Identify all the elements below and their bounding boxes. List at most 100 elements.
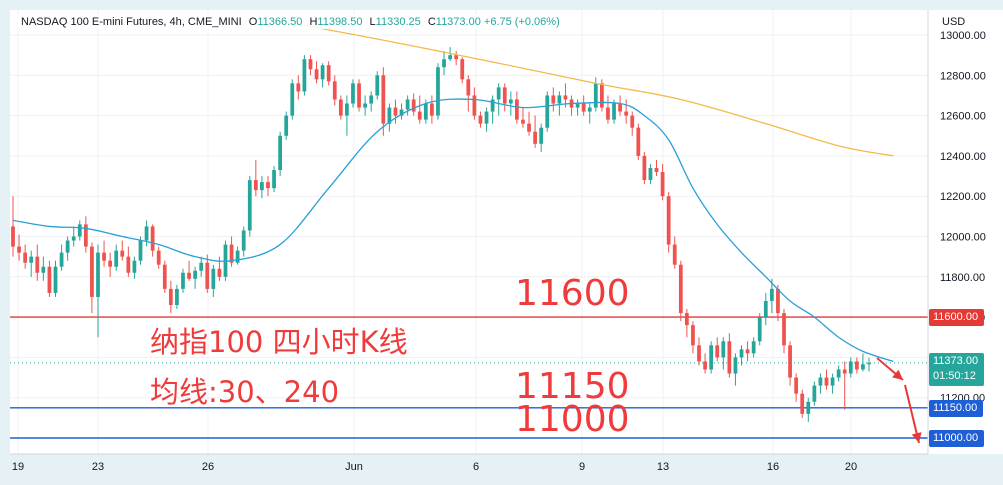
candle: [326, 61, 331, 86]
candle: [302, 55, 307, 96]
candle: [666, 192, 671, 253]
candle: [436, 63, 440, 120]
candle: [71, 226, 76, 247]
ma30-line: [12, 98, 894, 363]
candle: [818, 373, 823, 394]
candle: [751, 337, 756, 358]
x-tick-label: 20: [845, 461, 857, 473]
candle: [721, 337, 726, 370]
candle: [472, 87, 477, 120]
candle: [508, 91, 513, 116]
candle: [757, 313, 762, 346]
candle: [430, 95, 434, 124]
candle: [211, 264, 216, 297]
annotation-level-11000: 11000: [515, 399, 630, 440]
symbol-title[interactable]: NASDAQ 100 E-mini Futures, 4h, CME_MINI: [21, 16, 242, 28]
candle: [138, 236, 143, 265]
candle: [96, 244, 100, 338]
candle: [678, 260, 683, 322]
candle: [448, 47, 452, 62]
candle: [794, 373, 799, 402]
candle: [369, 91, 374, 112]
open-value: 11366.50: [257, 16, 303, 28]
candle: [417, 95, 422, 124]
candle: [357, 79, 361, 112]
candle: [17, 234, 21, 261]
annotation-ma-note: 均线:30、240: [150, 375, 340, 409]
candle: [624, 99, 629, 124]
candle: [539, 123, 544, 152]
candle: [11, 196, 15, 257]
candle: [47, 260, 52, 297]
x-tick-label: 19: [12, 461, 24, 473]
candle: [260, 176, 264, 199]
candle: [733, 353, 738, 386]
ohlc-legend: NASDAQ 100 E-mini Futures, 4h, CME_MINI …: [18, 15, 563, 29]
candle: [345, 95, 349, 136]
candle: [660, 163, 665, 201]
candle: [399, 103, 404, 120]
candle: [120, 240, 125, 261]
candle: [77, 220, 82, 241]
candle: [709, 341, 714, 374]
candle: [861, 353, 865, 372]
candle: [533, 115, 537, 148]
price-tag-11000: 11000.00: [929, 430, 985, 447]
candle: [715, 337, 720, 362]
candle: [836, 365, 841, 382]
candle: [654, 159, 659, 177]
candle: [551, 87, 556, 112]
x-tick-label: 9: [579, 461, 585, 473]
x-tick-label: 26: [202, 461, 214, 473]
candle: [266, 176, 270, 197]
candle: [308, 55, 313, 76]
y-tick-label: 12400.00: [940, 151, 986, 163]
candle: [205, 254, 210, 293]
candle: [181, 268, 185, 293]
candle: [575, 99, 580, 116]
current-price-tag: 11373.00 01:50:12: [929, 353, 985, 386]
candle: [521, 107, 525, 128]
candle: [782, 309, 786, 354]
candle: [824, 369, 829, 390]
price-tag-11150: 11150.00: [929, 400, 984, 417]
annotation-level-11600: 11600: [515, 273, 630, 314]
candle: [697, 337, 701, 366]
y-tick-label: 12200.00: [940, 191, 986, 203]
bar-countdown: 01:50:12: [933, 370, 976, 382]
candle: [776, 284, 780, 322]
candle: [466, 75, 471, 112]
candle: [332, 75, 337, 106]
candle: [241, 226, 246, 257]
candle: [739, 345, 744, 366]
candle: [187, 260, 191, 281]
currency-label[interactable]: USD: [942, 16, 966, 28]
candle: [338, 95, 343, 120]
annotation-title: 纳指100 四小时K线: [150, 325, 408, 359]
high-value: 11398.50: [317, 16, 363, 28]
candle: [642, 151, 647, 185]
candle: [527, 111, 531, 136]
candle: [763, 292, 768, 326]
candle: [296, 75, 301, 100]
candle: [387, 103, 392, 132]
candle: [284, 111, 289, 140]
candle: [806, 397, 811, 422]
y-tick-label: 12800.00: [940, 70, 986, 82]
y-tick-label: 13000.00: [940, 30, 986, 42]
projection-arrow-2: [904, 384, 922, 444]
open-label: O: [248, 16, 258, 28]
candle: [490, 95, 495, 124]
current-price-value: 11373.00: [933, 355, 979, 367]
candle: [545, 91, 550, 132]
candle: [229, 236, 234, 267]
candle: [703, 353, 707, 374]
candle: [842, 361, 847, 410]
candle: [800, 389, 805, 418]
candle: [272, 165, 276, 193]
candle: [460, 57, 465, 84]
candle: [581, 95, 586, 116]
x-tick-label: 13: [657, 461, 669, 473]
